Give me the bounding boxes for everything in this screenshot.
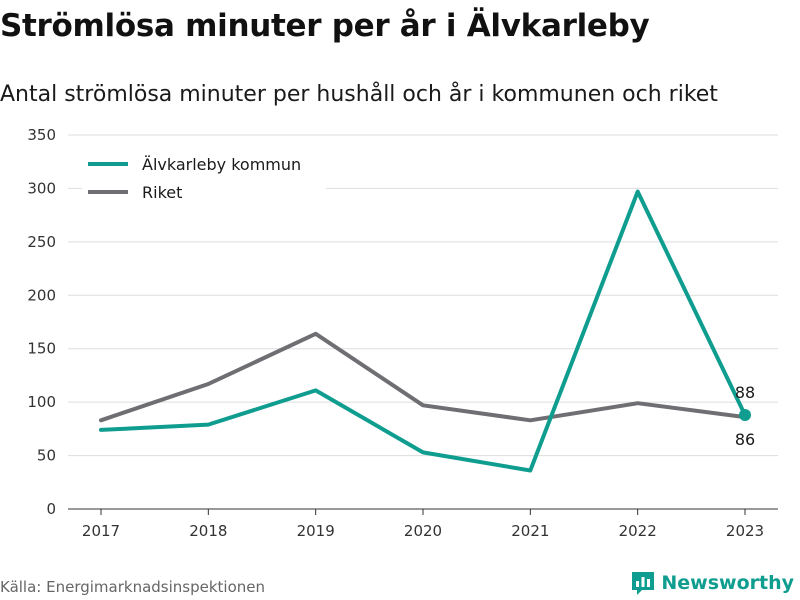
x-tick-label: 2023 (726, 522, 764, 540)
series-line-riket (99, 331, 747, 423)
y-tick-label: 200 (27, 286, 56, 304)
x-tick-label: 2021 (511, 522, 549, 540)
y-tick-label: 250 (27, 233, 56, 251)
y-tick-label: 0 (46, 500, 56, 518)
brand-name: Newsworthy (661, 572, 794, 594)
y-tick-label: 300 (27, 179, 56, 197)
bar-chart-icon (632, 572, 655, 595)
legend-label: Älvkarleby kommun (142, 155, 301, 174)
source-note: Källa: Energimarknadsinspektionen (0, 578, 266, 596)
y-tick-label: 50 (37, 447, 56, 465)
legend-background (82, 148, 326, 208)
x-tick-label: 2018 (189, 522, 227, 540)
page-subtitle: Antal strömlösa minuter per hushåll och … (0, 82, 718, 107)
data-labels: 88 86 (735, 383, 755, 449)
series-lines (99, 189, 751, 473)
legend: Älvkarleby kommun Riket (82, 148, 326, 208)
brand-logo: Newsworthy (630, 570, 794, 596)
x-tick-label: 2022 (619, 522, 657, 540)
legend-label: Riket (142, 183, 182, 202)
x-tick-label: 2019 (297, 522, 335, 540)
x-tick-label: 2017 (82, 522, 120, 540)
series-line-lvkarleby-kommun (99, 189, 747, 473)
data-label-country: 86 (735, 430, 755, 449)
endpoint-marker (739, 408, 751, 421)
y-tick-label: 350 (27, 126, 56, 144)
axes: 0 50 100 150 200 250 300 350 2017 2018 2019 2020 202… (27, 126, 778, 540)
page-title: Strömlösa minuter per år i Älvkarleby (0, 8, 650, 44)
y-tick-label: 100 (27, 393, 56, 411)
x-tick-label: 2020 (404, 522, 442, 540)
data-label-municipality: 88 (735, 383, 755, 402)
y-tick-label: 150 (27, 340, 56, 358)
